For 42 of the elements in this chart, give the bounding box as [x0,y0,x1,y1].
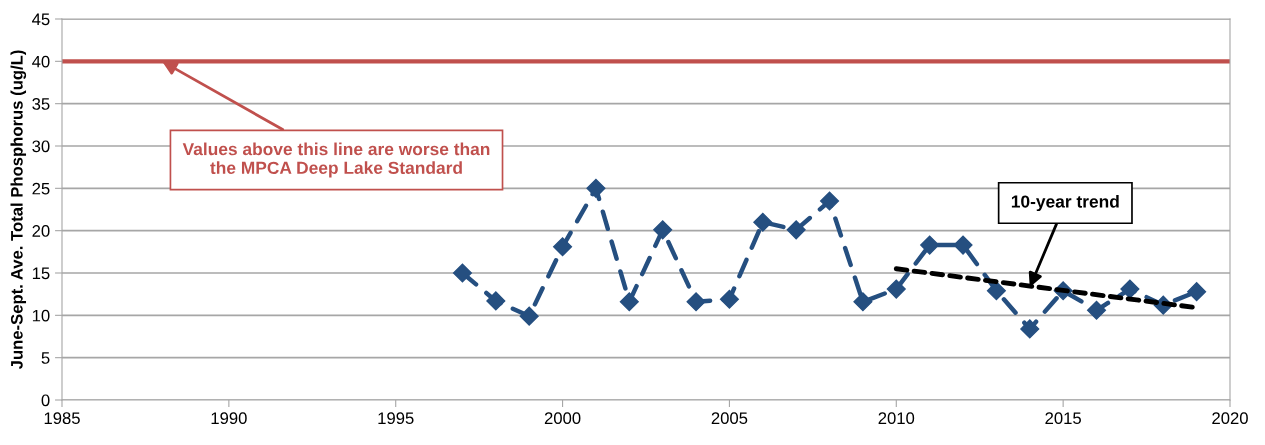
x-tick-label: 2010 [878,412,915,425]
point [753,212,773,232]
point [586,178,606,198]
y-tick-label: 25 [32,182,50,195]
y-tick-label: 45 [32,13,50,26]
annotation: Values above this line are worse than the MPCA Deep Lake Standard [182,142,490,178]
point [853,292,873,312]
point [686,292,706,312]
point [519,306,539,326]
y-tick-label: 35 [32,98,50,110]
y-tick-label: 15 [32,267,50,280]
point [920,235,940,255]
point [986,281,1006,301]
point [820,191,840,211]
y-tick-label: 5 [41,352,50,364]
point [486,291,506,311]
x-tick-label: 2015 [1045,412,1081,425]
x-tick-label: 2000 [544,412,581,425]
point [452,263,472,283]
point [1020,319,1040,339]
x-tick-label: 1995 [378,412,414,425]
point [719,289,739,309]
y-tick-label: 0 [41,394,50,407]
point [1187,282,1207,302]
point [553,237,573,257]
y-axis-title: June-Sept. Ave. Total Phosphorus (ug/L) [10,50,27,370]
point [1120,279,1140,299]
x-tick-label: 1985 [44,412,80,425]
x-tick-label: 2005 [711,412,748,425]
y-tick-label: 40 [32,55,50,68]
x-tick-label: 1990 [211,412,247,425]
point [653,220,673,240]
x-tick-label: 2020 [1212,412,1248,425]
point [953,235,973,255]
point [619,292,639,312]
y-tick-label: 10 [32,309,50,322]
point [786,220,806,240]
y-tick-label: 20 [32,225,50,237]
point [1086,300,1107,320]
y-tick-label: 30 [32,140,50,153]
annotation: 10-year trend [1011,194,1119,212]
point [886,279,906,299]
